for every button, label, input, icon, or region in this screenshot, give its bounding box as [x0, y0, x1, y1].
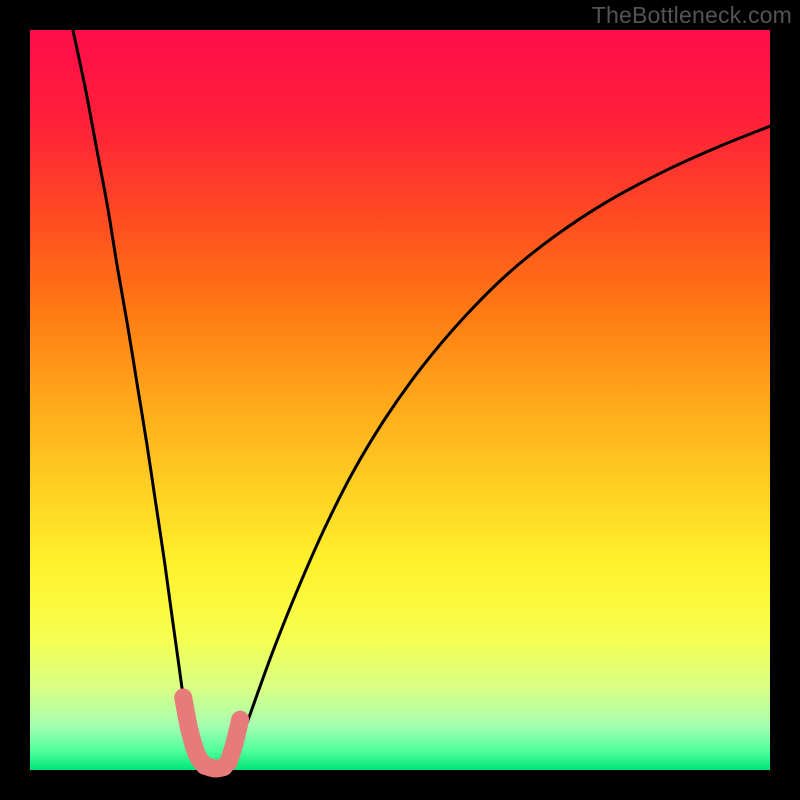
chart-frame: TheBottleneck.com [0, 0, 800, 800]
plot-background [30, 30, 770, 770]
watermark-text: TheBottleneck.com [592, 2, 792, 29]
